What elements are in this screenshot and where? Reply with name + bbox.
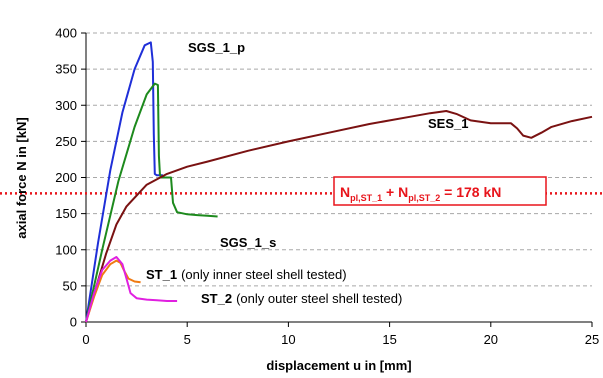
x-axis-title: displacement u in [mm] (266, 358, 411, 373)
x-tick-label-5: 5 (184, 332, 191, 347)
x-tick-label-20: 20 (484, 332, 498, 347)
series-line-sgs-1-p (85, 41, 163, 323)
series-label-st-2-group: ST_2 (only outer steel shell tested) (201, 291, 402, 306)
y-tick-label-250: 250 (55, 134, 77, 149)
series-label-ses-1: SES_1 (428, 116, 468, 131)
series-line-st-2 (85, 256, 178, 323)
y-tick-label-50: 50 (63, 278, 77, 293)
x-tick-labels: 0 5 10 15 20 25 (82, 322, 599, 347)
series-label-st-2: ST_2 (201, 291, 232, 306)
x-tick-label-15: 15 (382, 332, 396, 347)
series-line-st-1 (85, 259, 141, 323)
series-note-st-1: (only inner steel shell tested) (181, 267, 346, 282)
y-axis-title: axial force N in [kN] (14, 117, 29, 238)
reference-annotation-box (333, 176, 547, 206)
series-lines (85, 41, 593, 323)
annot-n1: N (340, 184, 350, 200)
series-note-st-2: (only outer steel shell tested) (236, 291, 402, 306)
y-tick-label-100: 100 (55, 242, 77, 257)
y-tick-label-350: 350 (55, 62, 77, 77)
y-tick-label-200: 200 (55, 170, 77, 185)
x-tick-label-25: 25 (585, 332, 599, 347)
series-label-sgs-1-s: SGS_1_s (220, 235, 276, 250)
annot-plus: + N (382, 184, 408, 200)
y-tick-label-300: 300 (55, 98, 77, 113)
series-line-sgs-1-s (85, 82, 218, 323)
x-tick-label-0: 0 (82, 332, 89, 347)
annot-sub-2: pl,ST_2 (408, 193, 440, 203)
y-tick-label-150: 150 (55, 206, 77, 221)
reference-annotation: Npl,ST_1 + Npl,ST_2 = 178 kN (340, 184, 501, 203)
series-label-st-1-group: ST_1 (only inner steel shell tested) (146, 267, 347, 282)
x-tick-label-10: 10 (281, 332, 295, 347)
series-label-sgs-1-p: SGS_1_p (188, 40, 245, 55)
annot-value: = 178 kN (440, 184, 501, 200)
y-tick-label-0: 0 (70, 315, 77, 330)
series-line-ses-1 (85, 110, 593, 323)
series-label-st-1: ST_1 (146, 267, 177, 282)
y-tick-labels: 0 50 100 150 200 250 300 350 400 (55, 26, 86, 330)
y-tick-label-400: 400 (55, 26, 77, 41)
annot-sub-1: pl,ST_1 (350, 193, 382, 203)
